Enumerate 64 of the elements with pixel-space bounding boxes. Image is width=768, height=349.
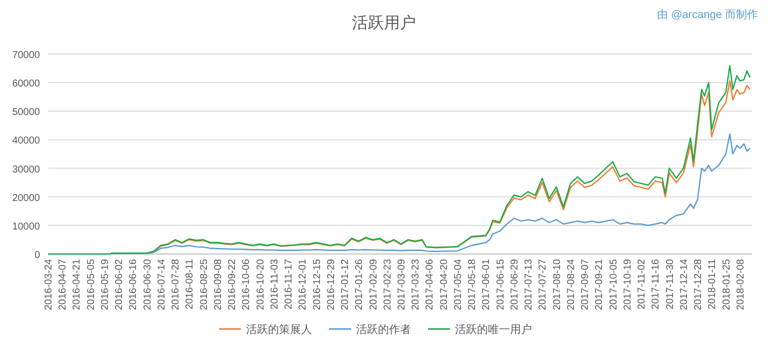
x-tick-label: 2016-06-02 [114,258,126,310]
x-tick-label: 2016-12-01 [298,258,309,310]
x-tick-label: 2017-04-06 [424,258,436,310]
x-tick-label: 2016-12-29 [326,258,337,310]
x-tick-label: 2017-03-23 [410,258,422,310]
x-tick-label: 2017-02-23 [382,258,394,310]
x-tick-label: 2016-05-19 [100,258,111,310]
x-tick-label: 2016-06-16 [128,258,140,310]
x-tick-label: 2017-09-07 [580,258,592,310]
text: 由 @arcange 而制作 [656,8,758,21]
x-tick-label: 2016-05-05 [86,258,97,310]
x-tick-label: 2017-07-13 [524,258,535,310]
y-tick-label: 60000 [12,78,40,90]
x-tick-label: 2016-12-15 [312,258,323,310]
x-tick-label: 2017-06-01 [481,258,492,310]
x-tick-label: 2016-09-22 [227,258,238,310]
x-tick-label: 2016-09-08 [212,258,224,310]
x-tick-label: 2016-04-07 [58,258,69,310]
x-tick-label: 2017-11-30 [664,258,676,310]
x-tick-label: 2016-11-03 [269,258,280,310]
legend-label: 活跃的唯一用户 [455,323,532,336]
x-tick-label: 2017-04-20 [438,258,450,310]
x-tick-label: 2017-10-19 [622,258,634,310]
legend-label: 活跃的策展人 [246,324,312,336]
x-tick-label: 2017-12-28 [693,258,704,310]
x-tick-label: 2017-05-18 [467,258,478,310]
chart-title: 活跃用户 [352,14,416,32]
x-tick-label: 2017-02-09 [368,258,380,310]
x-tick-label: 2017-01-26 [354,258,366,310]
y-tick-label: 20000 [12,192,40,204]
x-tick-label: 2016-08-25 [198,258,210,310]
x-tick-label: 2016-06-30 [142,258,154,310]
y-tick-label: 50000 [12,107,40,118]
legend-label: 活跃的作者 [356,323,411,336]
x-tick-label: 2016-11-17 [284,258,295,310]
x-tick-label: 2016-03-24 [44,258,54,310]
x-tick-label: 2017-10-05 [608,258,620,310]
line-series [47,65,751,255]
x-tick-label: 2018-02-08 [735,258,746,310]
x-tick-label: 2018-01-11 [707,258,718,310]
y-tick-label: 10000 [12,221,40,232]
x-tick-label: 2017-11-16 [650,258,662,310]
x-tick-label: 2018-01-25 [721,258,732,310]
x-tick-label: 2017-07-27 [538,258,549,310]
y-tick-label: 70000 [12,50,40,61]
x-tick-label: 2016-10-20 [255,258,266,310]
x-tick-label: 2016-07-14 [156,258,168,310]
x-tick-label: 2017-06-29 [509,258,520,310]
x-tick-label: 2017-01-12 [340,258,352,310]
x-tick-label: 2016-10-06 [241,258,252,310]
y-tick-label: 30000 [12,164,40,176]
y-tick-label: 0 [34,250,40,261]
x-tick-label: 2017-05-04 [452,258,464,310]
x-tick-label: 2017-08-24 [566,258,577,310]
y-tick-label: 40000 [12,136,40,147]
x-tick-label: 2017-11-02 [636,258,648,310]
x-tick-label: 2017-08-10 [552,258,563,310]
x-tick-label: 2016-07-28 [170,258,182,310]
x-tick-label: 2016-08-11 [184,258,196,310]
x-tick-label: 2017-03-09 [396,258,408,310]
x-tick-label: 2016-04-21 [72,258,83,310]
x-tick-label: 2017-12-14 [678,258,690,310]
x-tick-label: 2017-09-21 [594,258,606,310]
x-tick-label: 2017-06-15 [495,258,506,310]
